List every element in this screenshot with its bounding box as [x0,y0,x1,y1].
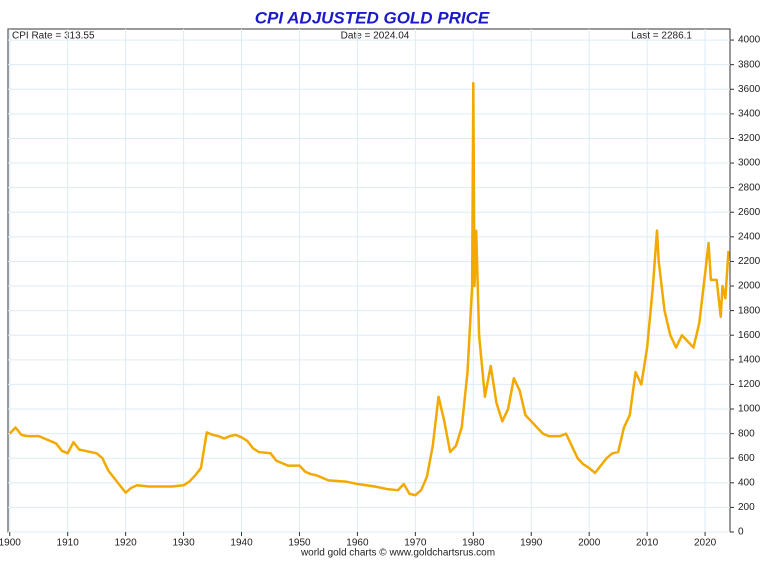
y-tick-label: 3600 [738,84,761,95]
y-tick-label: 1000 [738,404,761,415]
y-tick-label: 0 [738,527,744,538]
annotation: Date = 2024.04 [341,31,410,42]
y-tick-label: 200 [738,502,755,513]
x-tick-label: 1990 [520,538,543,549]
x-tick-label: 1960 [346,538,369,549]
y-tick-label: 2800 [738,182,761,193]
y-tick-label: 1200 [738,379,761,390]
x-tick-label: 1980 [462,538,485,549]
x-tick-label: 2000 [578,538,601,549]
x-tick-label: 1930 [172,538,195,549]
annotation: CPI Rate = 313.55 [12,31,95,42]
y-tick-label: 400 [738,477,755,488]
y-tick-label: 2200 [738,256,761,267]
y-tick-label: 1400 [738,354,761,365]
x-tick-label: 2010 [636,538,659,549]
y-tick-label: 3000 [738,158,761,169]
grid: 0 200 400 600 800 1000 1200 1400 1600 1800 2000 220… [0,29,761,549]
y-tick-label: 2000 [738,281,761,292]
chart-title: CPI ADJUSTED GOLD PRICE [255,8,490,27]
annotation: Last = 2286.1 [631,31,692,42]
y-tick-label: 3200 [738,133,761,144]
y-tick-label: 800 [738,428,755,439]
footer: world gold charts © www.goldchartsrus.co… [300,548,495,559]
y-tick-label: 3800 [738,59,761,70]
y-tick-label: 4000 [738,35,761,46]
series [8,81,730,497]
x-tick-label: 1970 [404,538,427,549]
plot-frame [7,28,731,533]
x-tick-label: 1900 [0,538,21,549]
x-tick-label: 1940 [230,538,253,549]
x-tick-label: 1920 [115,538,138,549]
y-tick-label: 2400 [738,231,761,242]
price-line [8,81,730,497]
y-tick-label: 1600 [738,330,761,341]
y-tick-label: 3400 [738,108,761,119]
y-tick-label: 2600 [738,207,761,218]
y-tick-label: 1800 [738,305,761,316]
x-tick-label: 2020 [694,538,717,549]
x-tick-label: 1910 [57,538,80,549]
x-tick-label: 1950 [288,538,311,549]
y-tick-label: 600 [738,453,755,464]
